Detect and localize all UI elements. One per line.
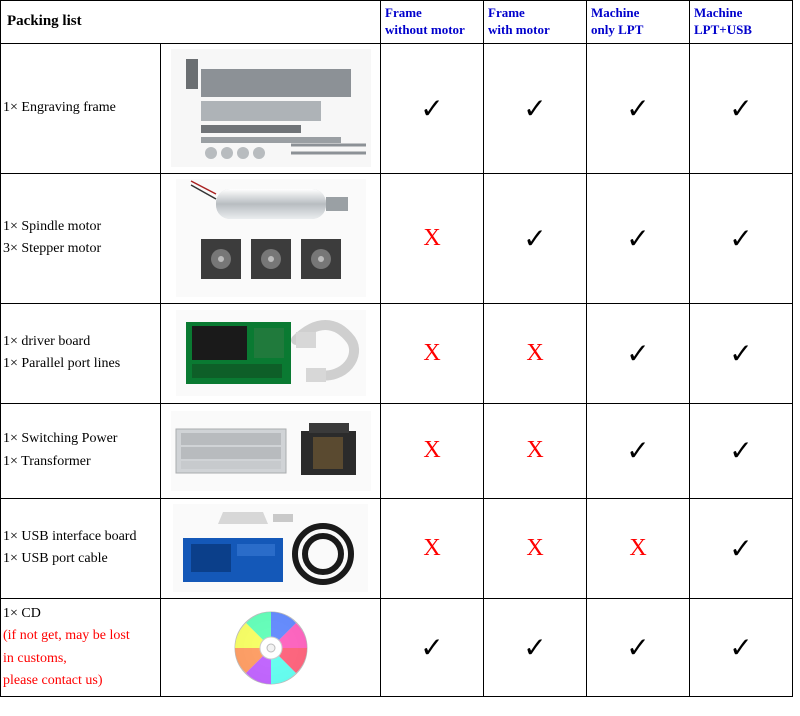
table-row: 1× CD (if not get, may be lost in custom… — [1, 598, 793, 697]
mark-2-0: X — [381, 303, 484, 403]
col-header-2-l1: Machine — [591, 5, 639, 20]
col-header-0-l2: without motor — [385, 22, 465, 37]
image-cell-5 — [161, 598, 381, 697]
col-header-1-l1: Frame — [488, 5, 525, 20]
desc-cell-0: 1× Engraving frame — [1, 43, 161, 173]
col-header-3: Machine LPT+USB — [690, 1, 793, 44]
row5-note2: please contact us) — [3, 673, 103, 688]
mark-1-3: ✓ — [690, 173, 793, 303]
mark-1-2: ✓ — [587, 173, 690, 303]
power-supply-icon — [171, 411, 371, 491]
desc-cell-1: 1× Spindle motor 3× Stepper motor — [1, 173, 161, 303]
row3-line1: 1× Transformer — [3, 454, 91, 469]
desc-cell-4: 1× USB interface board 1× USB port cable — [1, 498, 161, 598]
row0-line0: 1× Engraving frame — [3, 100, 116, 115]
image-cell-2 — [161, 303, 381, 403]
driver-board-icon — [176, 310, 366, 396]
mark-5-1: ✓ — [484, 598, 587, 697]
image-cell-4 — [161, 498, 381, 598]
table-row: 1× Switching Power 1× Transformer X X ✓ … — [1, 403, 793, 498]
col-header-3-l1: Machine — [694, 5, 742, 20]
table-row: 1× Engraving frame ✓ ✓ ✓ ✓ — [1, 43, 793, 173]
row4-line1: 1× USB port cable — [3, 551, 108, 566]
mark-5-3: ✓ — [690, 598, 793, 697]
row3-line0: 1× Switching Power — [3, 431, 117, 446]
mark-3-0: X — [381, 403, 484, 498]
row4-line0: 1× USB interface board — [3, 529, 136, 544]
mark-4-1: X — [484, 498, 587, 598]
col-header-0: Frame without motor — [381, 1, 484, 44]
mark-0-1: ✓ — [484, 43, 587, 173]
col-header-0-l1: Frame — [385, 5, 422, 20]
mark-2-1: X — [484, 303, 587, 403]
desc-cell-2: 1× driver board 1× Parallel port lines — [1, 303, 161, 403]
mark-0-0: ✓ — [381, 43, 484, 173]
mark-5-2: ✓ — [587, 598, 690, 697]
table-row: 1× driver board 1× Parallel port lines X… — [1, 303, 793, 403]
mark-0-2: ✓ — [587, 43, 690, 173]
row1-line1: 3× Stepper motor — [3, 241, 101, 256]
row2-line0: 1× driver board — [3, 334, 90, 349]
desc-cell-3: 1× Switching Power 1× Transformer — [1, 403, 161, 498]
header-row: Packing list Frame without motor Frame w… — [1, 1, 793, 44]
packing-list-title: Packing list — [1, 1, 381, 44]
mark-4-2: X — [587, 498, 690, 598]
row1-line0: 1× Spindle motor — [3, 219, 101, 234]
motors-icon — [176, 179, 366, 297]
row5-note1: in customs, — [3, 651, 67, 666]
col-header-1: Frame with motor — [484, 1, 587, 44]
mark-1-0: X — [381, 173, 484, 303]
frame-kit-icon — [171, 49, 371, 167]
desc-cell-5: 1× CD (if not get, may be lost in custom… — [1, 598, 161, 697]
mark-2-3: ✓ — [690, 303, 793, 403]
usb-board-icon — [173, 504, 368, 592]
mark-1-1: ✓ — [484, 173, 587, 303]
cd-icon — [231, 608, 311, 688]
row5-line0: 1× CD — [3, 606, 41, 621]
col-header-2: Machine only LPT — [587, 1, 690, 44]
mark-0-3: ✓ — [690, 43, 793, 173]
mark-4-3: ✓ — [690, 498, 793, 598]
mark-2-2: ✓ — [587, 303, 690, 403]
packing-list-table: Packing list Frame without motor Frame w… — [0, 0, 793, 697]
mark-5-0: ✓ — [381, 598, 484, 697]
row2-line1: 1× Parallel port lines — [3, 356, 120, 371]
image-cell-0 — [161, 43, 381, 173]
image-cell-1 — [161, 173, 381, 303]
mark-4-0: X — [381, 498, 484, 598]
mark-3-1: X — [484, 403, 587, 498]
table-row: 1× Spindle motor 3× Stepper motor — [1, 173, 793, 303]
col-header-1-l2: with motor — [488, 22, 550, 37]
mark-3-2: ✓ — [587, 403, 690, 498]
col-header-3-l2: LPT+USB — [694, 22, 752, 37]
row5-note0: (if not get, may be lost — [3, 628, 130, 643]
mark-3-3: ✓ — [690, 403, 793, 498]
col-header-2-l2: only LPT — [591, 22, 643, 37]
table-row: 1× USB interface board 1× USB port cable… — [1, 498, 793, 598]
image-cell-3 — [161, 403, 381, 498]
